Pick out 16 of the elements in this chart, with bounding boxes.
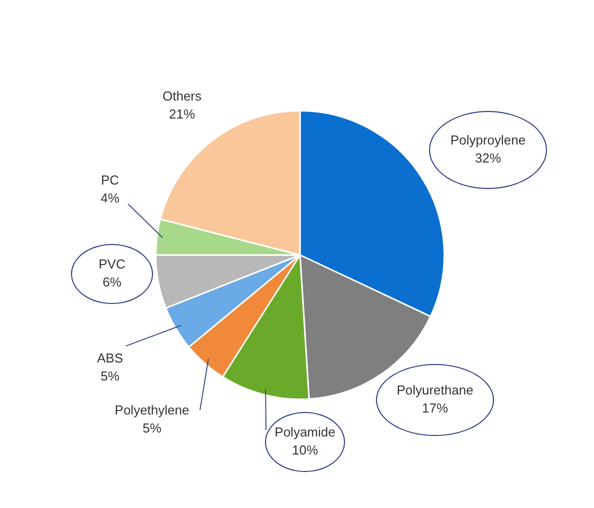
- slice-label: ABS: [96, 350, 124, 366]
- slice-label: Polyproylene: [450, 132, 526, 148]
- data-label: 21%: [168, 106, 196, 122]
- data-label: 32%: [474, 150, 502, 166]
- slice-label: Polyethylene: [114, 402, 190, 418]
- data-label: 4%: [100, 190, 120, 206]
- data-label: 5%: [142, 420, 162, 436]
- data-label: 10%: [292, 442, 318, 458]
- data-label: 17%: [422, 400, 448, 416]
- data-label: 6%: [102, 274, 122, 290]
- data-label: 5%: [100, 368, 120, 384]
- slice-label: PC: [100, 172, 120, 188]
- slice-label: Others: [162, 88, 202, 104]
- slice-label: Polyamide: [274, 424, 336, 440]
- slice-label: PVC: [98, 256, 126, 272]
- slice-label: Polyurethane: [396, 382, 474, 398]
